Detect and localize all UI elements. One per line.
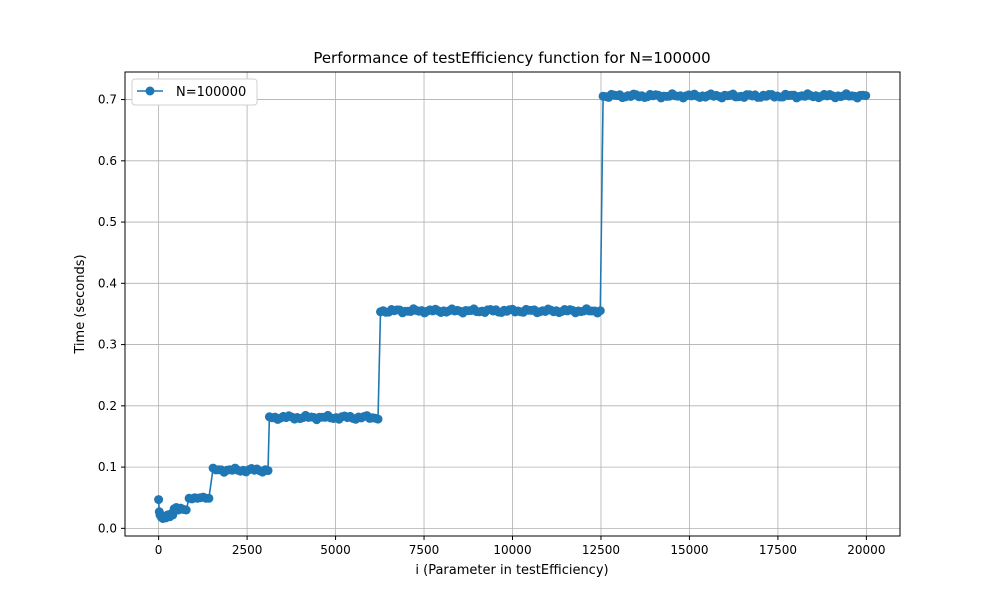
y-tick-label: 0.3 [98,338,117,352]
axis-ticks: 0 2500 5000 7500 10000 12500 15000 17500 20000 0.… [98,93,886,557]
y-tick-label: 0.5 [98,215,117,229]
data-point [154,495,164,505]
x-tick-label: 5000 [320,543,351,557]
y-tick-label: 0.1 [98,460,117,474]
x-tick-label: 7500 [409,543,440,557]
y-tick-label: 0.4 [98,276,117,290]
legend-label: N=100000 [176,85,246,100]
x-tick-label: 2500 [232,543,263,557]
data-point [263,466,273,476]
x-tick-label: 10000 [493,543,531,557]
data-point [181,505,191,515]
data-point [861,91,871,101]
x-tick-label: 15000 [670,543,708,557]
legend-box [131,78,258,106]
x-tick-label: 20000 [847,543,885,557]
data-point [373,414,383,424]
data-point [595,306,605,316]
series-layer [154,89,871,523]
x-tick-label: 17500 [759,543,797,557]
y-tick-label: 0.7 [98,93,117,107]
chart-title: Performance of testEfficiency function f… [313,49,710,67]
y-tick-label: 0.6 [98,154,117,168]
x-tick-label: 12500 [582,543,620,557]
data-point [204,493,214,503]
legend: N=100000 [131,78,258,106]
y-axis-label: Time (seconds) [73,254,88,354]
x-tick-label: 0 [155,543,163,557]
x-axis-label: i (Parameter in testEfficiency) [415,563,608,578]
y-tick-label: 0.0 [98,521,117,535]
y-tick-label: 0.2 [98,399,117,413]
legend-marker-sample [145,86,155,96]
